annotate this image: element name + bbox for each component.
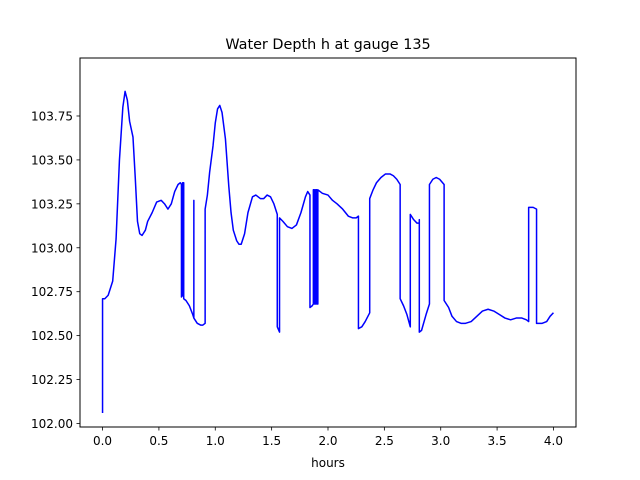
y-tick-label: 103.50 [31,153,73,167]
x-tick-label: 2.5 [375,434,394,448]
x-tick-label: 4.0 [544,434,563,448]
series-line-0 [101,90,554,413]
x-tick-label: 0.5 [149,434,168,448]
series-layer [101,90,554,413]
y-tick-label: 102.50 [31,329,73,343]
chart-title: Water Depth h at gauge 135 [225,37,430,53]
x-tick-label: 0.0 [93,434,112,448]
x-tick-label: 1.5 [262,434,281,448]
x-axis-label: hours [311,456,345,470]
y-tick-label: 102.25 [31,373,73,387]
y-axis: 102.00 102.25 102.50 102.75 103.00 103.25 103.… [31,109,80,431]
x-tick-label: 3.5 [488,434,507,448]
y-tick-label: 103.75 [31,109,73,123]
y-tick-label: 102.75 [31,285,73,299]
y-tick-label: 103.00 [31,241,73,255]
y-tick-label: 102.00 [31,417,73,431]
x-tick-label: 1.0 [206,434,225,448]
x-tick-label: 3.0 [431,434,450,448]
x-tick-label: 2.0 [318,434,337,448]
x-axis: 0.0 0.5 1.0 1.5 2.0 2.5 3.0 3.5 4.0 [93,427,563,448]
y-tick-label: 103.25 [31,197,73,211]
